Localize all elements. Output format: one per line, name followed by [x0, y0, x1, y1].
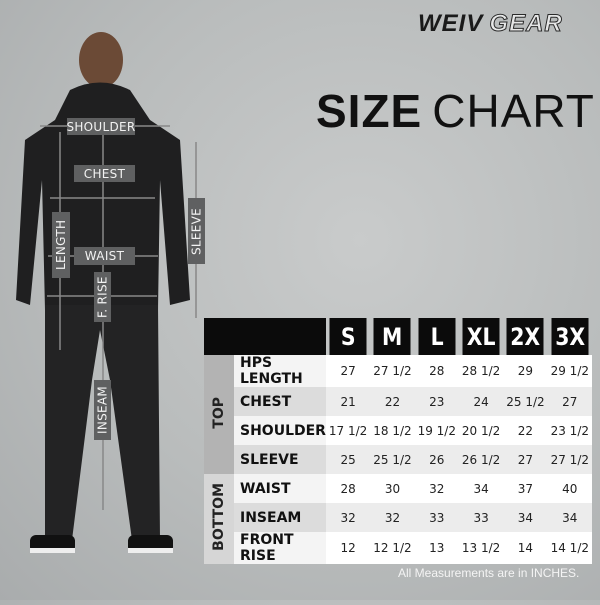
size-header: L — [417, 318, 456, 355]
size-value-cell: 22 — [370, 387, 415, 416]
model-silhouette — [16, 32, 197, 553]
table-row: CHEST 21 22 23 24 25 1/2 27 — [204, 387, 592, 416]
size-value-cell: 33 — [458, 503, 504, 532]
label-chest: CHEST — [74, 165, 135, 182]
size-value-cell: 21 — [325, 387, 371, 416]
group-top: TOP — [204, 355, 234, 474]
size-value-cell: 19 1/2 — [414, 416, 459, 445]
size-value-cell: 14 1/2 — [547, 532, 592, 564]
size-value-cell: 18 1/2 — [370, 416, 415, 445]
header-spacer — [204, 318, 326, 355]
size-value-cell: 27 — [547, 387, 592, 416]
size-chart-table: S M L XL 2X 3X TOP HPS LENGTH 27 27 1/2 28 28… — [204, 318, 592, 564]
table-row: TOP HPS LENGTH 27 27 1/2 28 28 1/2 29 29 1/2 — [204, 355, 592, 474]
brand-logo: WEIV GEAR — [418, 10, 563, 38]
size-value-cell: 32 — [414, 474, 459, 503]
group-label: BOTTOM — [211, 483, 227, 551]
row-label: HPS LENGTH — [234, 355, 326, 387]
size-header-row: S M L XL 2X 3X — [204, 318, 592, 355]
size-header: M — [373, 318, 412, 355]
logo-text-weiv: WEIV — [418, 10, 484, 37]
size-value-cell: 33 — [414, 503, 459, 532]
measurement-note: All Measurements are in INCHES. — [398, 566, 580, 580]
label-shoulder: SHOULDER — [66, 118, 136, 135]
title-thin: CHART — [432, 85, 595, 137]
size-value-cell: 23 1/2 — [547, 416, 592, 445]
size-value-cell: 29 — [503, 355, 548, 387]
size-value-cell: 40 — [547, 474, 592, 503]
size-value-cell: 32 — [370, 503, 415, 532]
table-row: BOTTOM WAIST 28 30 32 34 37 40 — [204, 474, 592, 564]
size-value-cell: 26 — [414, 445, 459, 474]
size-value-cell: 17 1/2 — [325, 416, 371, 445]
size-value-cell: 27 1/2 — [370, 355, 415, 387]
size-value-cell: 25 — [325, 445, 371, 474]
size-value-cell: 28 — [325, 474, 371, 503]
size-value-cell: 29 1/2 — [547, 355, 592, 387]
row-label: INSEAM — [234, 503, 326, 532]
label-waist: WAIST — [74, 247, 135, 265]
size-value-cell: 20 1/2 — [458, 416, 504, 445]
size-value-cell: 13 — [414, 532, 459, 564]
row-label: CHEST — [234, 387, 326, 416]
size-value-cell: 28 — [414, 355, 459, 387]
row-label: SLEEVE — [234, 445, 326, 474]
size-value-cell: 28 1/2 — [458, 355, 504, 387]
size-header: 3X — [550, 318, 589, 355]
size-value-cell: 12 — [325, 532, 371, 564]
size-value-cell: 14 — [503, 532, 548, 564]
label-front-rise: F. RISE — [94, 272, 111, 322]
size-header: S — [329, 318, 367, 355]
table-row: SHOULDER 17 1/2 18 1/2 19 1/2 20 1/2 22 23 1/2 — [204, 416, 592, 445]
size-value-cell: 25 1/2 — [503, 387, 548, 416]
page-title: SIZE CHART — [316, 84, 595, 138]
size-value-cell: 34 — [547, 503, 592, 532]
size-value-cell: 30 — [370, 474, 415, 503]
size-value-cell: 27 — [325, 355, 371, 387]
size-value-cell: 26 1/2 — [458, 445, 504, 474]
row-label: WAIST — [234, 474, 326, 503]
label-inseam: INSEAM — [94, 380, 111, 440]
size-value-cell: 34 — [503, 503, 548, 532]
size-header: 2X — [506, 318, 545, 355]
row-label: SHOULDER — [234, 416, 326, 445]
group-label: TOP — [211, 396, 227, 429]
table-row: FRONT RISE 12 12 1/2 13 13 1/2 14 14 1/2 — [204, 532, 592, 564]
size-value-cell: 27 — [503, 445, 548, 474]
model-figure: SHOULDER CHEST LENGTH SLEEVE WAIST F. RI… — [0, 0, 240, 600]
size-value-cell: 13 1/2 — [458, 532, 504, 564]
size-value-cell: 37 — [503, 474, 548, 503]
logo-text-gear: GEAR — [489, 10, 563, 38]
size-value-cell: 34 — [458, 474, 504, 503]
title-bold: SIZE — [316, 85, 423, 137]
table-row: INSEAM 32 32 33 33 34 34 — [204, 503, 592, 532]
size-value-cell: 24 — [458, 387, 504, 416]
size-value-cell: 12 1/2 — [370, 532, 415, 564]
size-value-cell: 27 1/2 — [547, 445, 592, 474]
size-value-cell: 23 — [414, 387, 459, 416]
table-row: SLEEVE 25 25 1/2 26 26 1/2 27 27 1/2 — [204, 445, 592, 474]
row-label: FRONT RISE — [234, 532, 326, 564]
size-header: XL — [462, 318, 500, 355]
label-sleeve: SLEEVE — [188, 198, 205, 264]
label-length: LENGTH — [52, 212, 70, 278]
size-value-cell: 32 — [325, 503, 371, 532]
size-value-cell: 22 — [503, 416, 548, 445]
group-bottom: BOTTOM — [204, 474, 234, 564]
size-value-cell: 25 1/2 — [370, 445, 415, 474]
